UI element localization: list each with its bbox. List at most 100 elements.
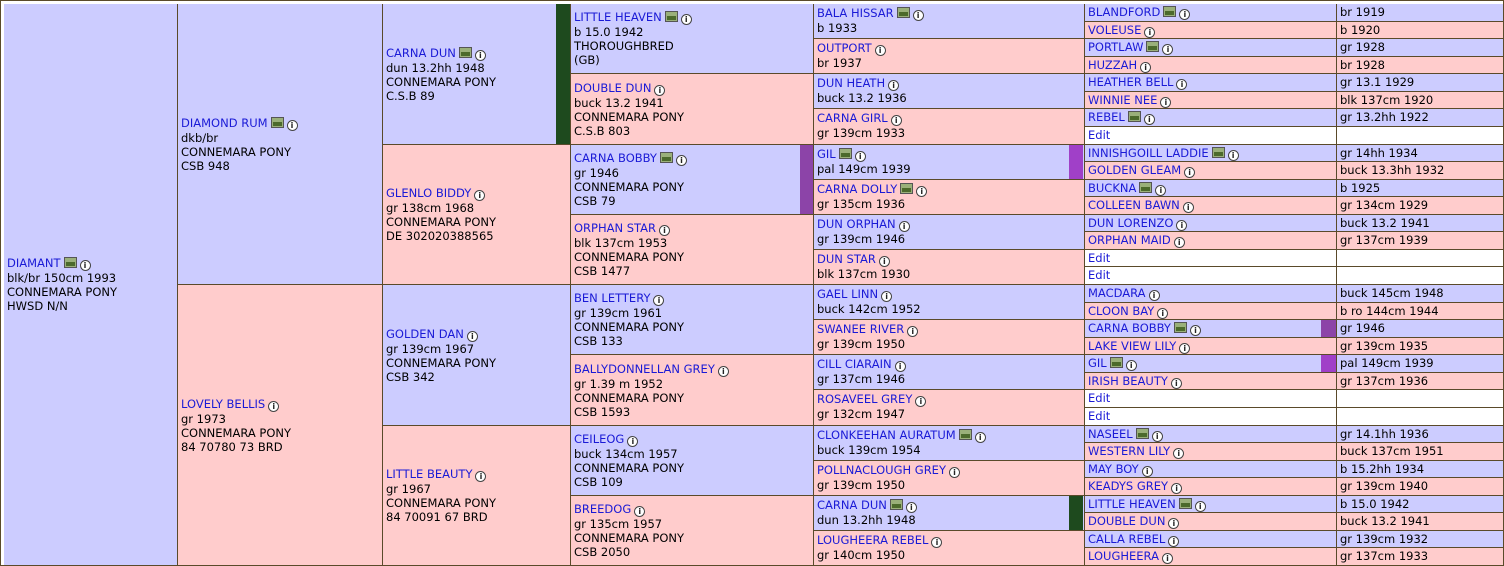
- horse-name-link[interactable]: BLANDFORD: [1088, 5, 1161, 19]
- horse-name-link[interactable]: GOLDEN GLEAM: [1088, 163, 1182, 177]
- horse-name-link[interactable]: ORPHAN MAID: [1088, 233, 1171, 247]
- horse-name-link[interactable]: CARNA GIRL: [817, 111, 888, 125]
- info-icon[interactable]: i: [1179, 343, 1191, 354]
- horse-name-link[interactable]: DIAMANT: [7, 256, 61, 270]
- horse-name-link[interactable]: HEATHER BELL: [1088, 75, 1174, 89]
- info-icon[interactable]: i: [881, 291, 893, 302]
- horse-name-link[interactable]: LOUGHEERA REBEL: [817, 533, 929, 547]
- info-icon[interactable]: i: [1176, 220, 1188, 231]
- info-icon[interactable]: i: [474, 49, 486, 61]
- info-icon[interactable]: i: [1143, 114, 1155, 125]
- photo-icon[interactable]: [1109, 357, 1123, 368]
- info-icon[interactable]: i: [1162, 44, 1174, 55]
- info-icon[interactable]: i: [974, 432, 986, 443]
- horse-name-link[interactable]: CARNA DUN: [817, 498, 887, 512]
- info-icon[interactable]: i: [475, 471, 487, 482]
- info-icon[interactable]: i: [1176, 79, 1188, 90]
- info-icon[interactable]: i: [1171, 483, 1183, 494]
- horse-name-link[interactable]: LOUGHEERA: [1088, 549, 1159, 563]
- horse-name-link[interactable]: VOLEUSE: [1088, 23, 1142, 37]
- horse-name-link[interactable]: LITTLE HEAVEN: [1088, 497, 1176, 511]
- horse-name-link[interactable]: CILL CIARAIN: [817, 357, 892, 371]
- horse-name-link[interactable]: DOUBLE DUN: [1088, 514, 1166, 528]
- horse-name-link[interactable]: OUTPORT: [817, 41, 872, 55]
- horse-name-link[interactable]: ROSAVEEL GREY: [817, 392, 913, 406]
- photo-icon[interactable]: [270, 116, 284, 128]
- horse-name-link[interactable]: LAKE VIEW LILY: [1088, 339, 1177, 353]
- horse-name-link[interactable]: NASEEL: [1088, 427, 1133, 441]
- horse-name-link[interactable]: CLOON BAY: [1088, 304, 1155, 318]
- horse-name-link[interactable]: COLLEEN BAWN: [1088, 198, 1180, 212]
- horse-name-link[interactable]: GIL: [1088, 356, 1107, 370]
- info-icon[interactable]: i: [916, 186, 928, 197]
- horse-name-link[interactable]: CALLA REBEL: [1088, 532, 1166, 546]
- photo-icon[interactable]: [1173, 322, 1187, 333]
- horse-name-link[interactable]: CLONKEEHAN AURATUM: [817, 428, 956, 442]
- info-icon[interactable]: i: [1160, 97, 1172, 108]
- horse-name-link[interactable]: CARNA BOBBY: [1088, 321, 1171, 335]
- photo-icon[interactable]: [1127, 111, 1141, 122]
- horse-name-link[interactable]: BREEDOG: [574, 502, 632, 516]
- info-icon[interactable]: i: [653, 295, 665, 306]
- info-icon[interactable]: i: [912, 10, 924, 21]
- horse-name-link[interactable]: HUZZAH: [1088, 58, 1138, 72]
- edit-link[interactable]: Edit: [1088, 251, 1111, 265]
- info-icon[interactable]: i: [1125, 360, 1137, 371]
- info-icon[interactable]: i: [1168, 536, 1180, 547]
- info-icon[interactable]: i: [1144, 27, 1156, 38]
- info-icon[interactable]: i: [1189, 325, 1201, 336]
- horse-name-link[interactable]: DOUBLE DUN: [574, 80, 652, 95]
- horse-name-link[interactable]: GAEL LINN: [817, 287, 879, 301]
- horse-name-link[interactable]: LITTLE BEAUTY: [386, 467, 473, 481]
- horse-name-link[interactable]: WESTERN LILY: [1088, 444, 1171, 458]
- horse-name-link[interactable]: POLLNACLOUGH GREY: [817, 463, 946, 477]
- info-icon[interactable]: i: [898, 221, 910, 232]
- horse-name-link[interactable]: CARNA DOLLY: [817, 182, 898, 196]
- info-icon[interactable]: i: [915, 396, 927, 407]
- photo-icon[interactable]: [659, 152, 673, 163]
- info-icon[interactable]: i: [905, 502, 917, 513]
- info-icon[interactable]: i: [654, 84, 666, 96]
- horse-name-link[interactable]: DUN HEATH: [817, 76, 886, 90]
- horse-name-link[interactable]: WINNIE NEE: [1088, 93, 1158, 107]
- horse-name-link[interactable]: MAY BOY: [1088, 462, 1139, 476]
- info-icon[interactable]: i: [907, 326, 919, 337]
- info-icon[interactable]: i: [1227, 150, 1239, 161]
- info-icon[interactable]: i: [1173, 448, 1185, 459]
- horse-name-link[interactable]: INNISHGOILL LADDIE: [1088, 146, 1209, 160]
- info-icon[interactable]: i: [717, 365, 729, 377]
- horse-name-link[interactable]: KEADYS GREY: [1088, 479, 1169, 493]
- horse-name-link[interactable]: MACDARA: [1088, 286, 1146, 300]
- info-icon[interactable]: i: [931, 537, 943, 548]
- info-icon[interactable]: i: [1148, 290, 1160, 301]
- info-icon[interactable]: i: [1173, 237, 1185, 248]
- info-icon[interactable]: i: [1170, 378, 1182, 389]
- horse-name-link[interactable]: CEILEOG: [574, 432, 625, 446]
- photo-icon[interactable]: [1211, 147, 1225, 158]
- info-icon[interactable]: i: [79, 260, 91, 271]
- horse-name-link[interactable]: CARNA DUN: [386, 45, 456, 60]
- info-icon[interactable]: i: [466, 330, 478, 342]
- info-icon[interactable]: i: [1155, 185, 1167, 196]
- horse-name-link[interactable]: GOLDEN DAN: [386, 326, 464, 341]
- photo-icon[interactable]: [1178, 498, 1192, 509]
- horse-name-link[interactable]: GIL: [817, 147, 836, 161]
- info-icon[interactable]: i: [890, 115, 902, 126]
- info-icon[interactable]: i: [894, 361, 906, 372]
- info-icon[interactable]: i: [286, 119, 298, 131]
- info-icon[interactable]: i: [1179, 9, 1191, 20]
- info-icon[interactable]: i: [675, 155, 687, 166]
- horse-name-link[interactable]: DUN ORPHAN: [817, 217, 896, 231]
- info-icon[interactable]: i: [1182, 202, 1194, 213]
- horse-name-link[interactable]: SWANEE RIVER: [817, 322, 905, 336]
- info-icon[interactable]: i: [1151, 431, 1163, 442]
- horse-name-link[interactable]: DIAMOND RUM: [181, 115, 268, 130]
- info-icon[interactable]: i: [1140, 62, 1152, 73]
- horse-name-link[interactable]: IRISH BEAUTY: [1088, 374, 1168, 388]
- horse-name-link[interactable]: LOVELY BELLIS: [181, 396, 266, 411]
- edit-link[interactable]: Edit: [1088, 128, 1111, 142]
- edit-link[interactable]: Edit: [1088, 409, 1111, 423]
- info-icon[interactable]: i: [659, 225, 671, 236]
- info-icon[interactable]: i: [888, 80, 900, 91]
- info-icon[interactable]: i: [1161, 553, 1173, 564]
